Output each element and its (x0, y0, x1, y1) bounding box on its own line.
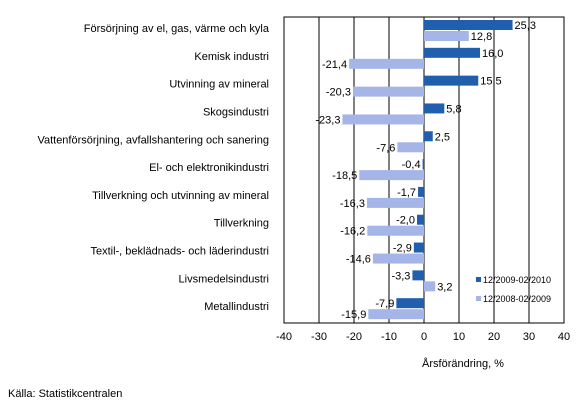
x-tick-label: -40 (276, 331, 292, 343)
data-label: -15,9 (341, 309, 366, 321)
data-label: -21,4 (322, 59, 347, 71)
data-label: -16,3 (340, 198, 365, 210)
bar-series-2 (372, 253, 424, 264)
category-label: Textil-, beklädnads- och läderindustri (90, 246, 269, 258)
x-axis-title: Årsförändring, % (422, 357, 504, 370)
data-label: 12,8 (471, 31, 492, 43)
legend-label: 12/2008-02/2009 (483, 294, 551, 304)
legend-label: 12/2009-02/2010 (483, 275, 551, 285)
bar-series-1 (417, 214, 424, 225)
category-label: Metallindustri (204, 301, 269, 313)
legend-swatch (476, 277, 481, 282)
category-label: Vattenförsörjning, avfallshantering och … (37, 134, 269, 146)
x-tick-label: 40 (558, 331, 570, 343)
bar-series-2 (366, 197, 424, 208)
bar-series-2 (352, 86, 424, 97)
data-label: -7,6 (376, 142, 395, 154)
data-label: 3,2 (437, 281, 452, 293)
bar-chart: 25,3 12,8 Försörjning av el, gas, värme oc… (37, 16, 570, 370)
category-label: Skogsindustri (203, 106, 269, 118)
data-label: -16,2 (340, 226, 365, 238)
bar-series-1 (412, 270, 424, 281)
x-tick-label: 20 (488, 331, 500, 343)
data-label: 15,5 (480, 76, 501, 88)
data-label: 2,5 (435, 131, 450, 143)
bar-series-2 (424, 281, 436, 292)
data-label: -7,9 (375, 298, 394, 310)
data-label: -0,4 (402, 159, 421, 171)
bar-series-2 (349, 58, 424, 69)
data-label: -3,3 (391, 270, 410, 282)
x-tick-label: 30 (523, 331, 535, 343)
bar-series-1 (424, 103, 445, 114)
data-label: 25,3 (515, 20, 536, 32)
bar-series-2 (367, 225, 424, 236)
x-tick-label: -20 (346, 331, 362, 343)
bar-series-1 (418, 186, 424, 197)
data-label: -18,5 (332, 170, 357, 182)
bar-series-2 (342, 114, 424, 125)
bar-series-1 (424, 20, 513, 30)
category-label: Utvinning av mineral (169, 79, 269, 91)
data-label: 16,0 (482, 48, 503, 60)
category-label: Tillverkning (214, 218, 269, 230)
legend-swatch (476, 296, 481, 301)
bar-series-2 (424, 31, 469, 41)
bar-series-1 (422, 159, 424, 170)
x-tick-label: 10 (453, 331, 465, 343)
bar-series-1 (424, 75, 479, 86)
source-note: Källa: Statistikcentralen (8, 388, 123, 400)
bar-series-2 (359, 170, 424, 181)
x-tick-label: -30 (311, 331, 327, 343)
bar-series-1 (413, 242, 424, 253)
category-label: Försörjning av el, gas, värme och kyla (84, 23, 270, 35)
plot-frame (283, 16, 565, 324)
data-label: -23,3 (315, 114, 340, 126)
x-tick-label: -10 (381, 331, 397, 343)
bar-series-2 (368, 309, 424, 320)
x-tick-label: 0 (421, 331, 427, 343)
bar-series-1 (396, 298, 424, 309)
data-label: -2,9 (393, 243, 412, 255)
category-label: Kemisk industri (194, 51, 269, 63)
category-label: Livsmedelsindustri (179, 273, 269, 285)
data-label: -14,6 (346, 254, 371, 266)
data-label: -20,3 (326, 87, 351, 99)
bar-series-2 (397, 142, 424, 153)
data-label: -2,0 (396, 215, 415, 227)
category-label: El- och elektronikindustri (149, 162, 269, 174)
data-label: -1,7 (397, 187, 416, 199)
bar-series-1 (424, 131, 433, 142)
data-label: 5,8 (446, 103, 461, 115)
bar-series-1 (424, 47, 480, 58)
category-label: Tillverkning och utvinning av mineral (92, 190, 269, 202)
